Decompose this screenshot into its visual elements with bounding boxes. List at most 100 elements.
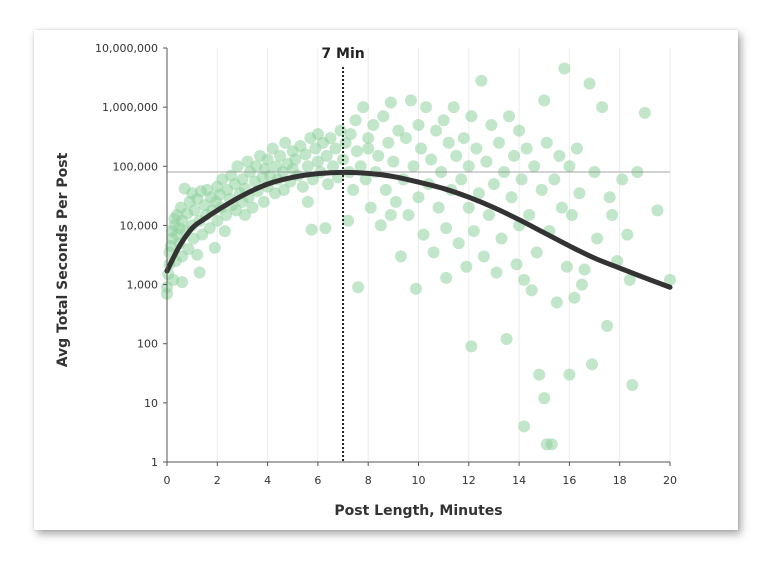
data-point-88	[296, 180, 309, 193]
data-point-129	[384, 96, 397, 109]
data-point-77	[274, 149, 287, 162]
data-point-73	[266, 142, 279, 155]
axes: 1101001,00010,000100,0001,000,00010,000,…	[95, 42, 677, 487]
data-point-90	[301, 160, 314, 173]
data-point-234	[540, 438, 553, 451]
data-point-194	[538, 392, 551, 405]
data-point-210	[578, 263, 591, 276]
data-point-112	[347, 183, 360, 196]
x-tick-label-6: 12	[462, 474, 476, 487]
data-point-133	[394, 250, 407, 263]
data-point-188	[525, 284, 538, 297]
x-tick-label-0: 0	[164, 474, 171, 487]
data-point-157	[452, 237, 465, 250]
data-point-99	[319, 222, 332, 235]
data-point-233	[518, 420, 531, 433]
data-point-153	[442, 136, 455, 149]
data-point-114	[350, 145, 363, 158]
data-point-203	[560, 260, 573, 273]
data-point-125	[374, 219, 387, 232]
data-point-89	[299, 148, 312, 161]
y-tick-label-3: 1,000	[127, 279, 159, 292]
scatter-chart: 1101001,00010,000100,0001,000,00010,000,…	[55, 42, 677, 519]
data-point-177	[500, 333, 513, 346]
data-point-229	[301, 195, 314, 208]
data-point-127	[379, 183, 392, 196]
data-point-178	[503, 110, 516, 123]
data-point-124	[372, 149, 385, 162]
data-point-95	[311, 155, 324, 168]
data-point-136	[402, 209, 415, 222]
data-point-158	[455, 173, 468, 186]
data-point-128	[382, 136, 395, 149]
data-point-92	[305, 223, 318, 236]
data-point-111	[344, 128, 357, 141]
data-point-225	[664, 273, 676, 286]
data-point-167	[475, 74, 488, 87]
data-point-54	[231, 160, 244, 173]
data-point-172	[487, 178, 500, 191]
data-point-189	[528, 160, 541, 173]
data-point-170	[482, 209, 495, 222]
x-axis-title: Post Length, Minutes	[334, 503, 502, 519]
data-point-182	[513, 124, 526, 137]
data-point-120	[362, 142, 375, 155]
data-point-231	[440, 271, 453, 284]
data-point-102	[324, 132, 337, 145]
data-point-191	[533, 368, 546, 381]
data-point-115	[352, 281, 365, 294]
data-point-219	[616, 173, 629, 186]
data-point-22	[182, 242, 195, 255]
data-point-147	[427, 246, 440, 259]
y-tick-label-4: 10,000	[120, 219, 159, 232]
data-point-109	[342, 214, 355, 227]
data-point-164	[467, 225, 480, 238]
data-point-41	[211, 214, 224, 227]
y-tick-label-5: 100,000	[113, 160, 159, 173]
x-tick-label-2: 4	[264, 474, 271, 487]
data-point-148	[430, 124, 443, 137]
x-tick-label-9: 18	[613, 474, 627, 487]
data-point-117	[357, 101, 370, 114]
data-point-209	[573, 187, 586, 200]
data-point-235	[575, 278, 588, 291]
data-point-100	[320, 149, 333, 162]
data-point-156	[450, 149, 463, 162]
data-point-57	[236, 173, 249, 186]
data-point-130	[387, 155, 400, 168]
data-point-236	[603, 191, 616, 204]
data-point-217	[606, 209, 619, 222]
data-point-53	[230, 204, 243, 217]
x-tick-label-3: 6	[314, 474, 321, 487]
data-point-216	[601, 319, 614, 332]
y-tick-label-6: 1,000,000	[102, 101, 158, 114]
data-point-121	[364, 201, 377, 214]
data-point-85	[289, 153, 302, 166]
data-point-168	[477, 250, 490, 263]
y-axis-title: Avg Total Seconds Per Post	[55, 152, 71, 367]
data-point-221	[626, 379, 639, 392]
data-point-214	[591, 232, 604, 245]
data-point-28	[191, 248, 204, 261]
data-point-137	[404, 94, 417, 107]
data-point-36	[203, 222, 216, 235]
data-point-139	[409, 282, 422, 295]
data-point-215	[596, 101, 609, 114]
data-point-161	[462, 160, 475, 173]
data-point-195	[540, 136, 553, 149]
data-point-173	[490, 266, 503, 279]
data-point-181	[510, 258, 523, 271]
data-point-135	[399, 132, 412, 145]
data-point-186	[520, 142, 533, 155]
data-point-62	[246, 201, 259, 214]
fit-curve-group	[164, 169, 673, 290]
x-tick-label-4: 8	[365, 474, 372, 487]
data-point-142	[415, 142, 428, 155]
data-point-205	[563, 368, 576, 381]
data-point-201	[555, 201, 568, 214]
data-point-118	[359, 173, 372, 186]
data-point-163	[465, 110, 478, 123]
data-point-185	[518, 273, 531, 286]
y-tick-label-7: 10,000,000	[95, 42, 158, 55]
data-point-104	[329, 142, 342, 155]
